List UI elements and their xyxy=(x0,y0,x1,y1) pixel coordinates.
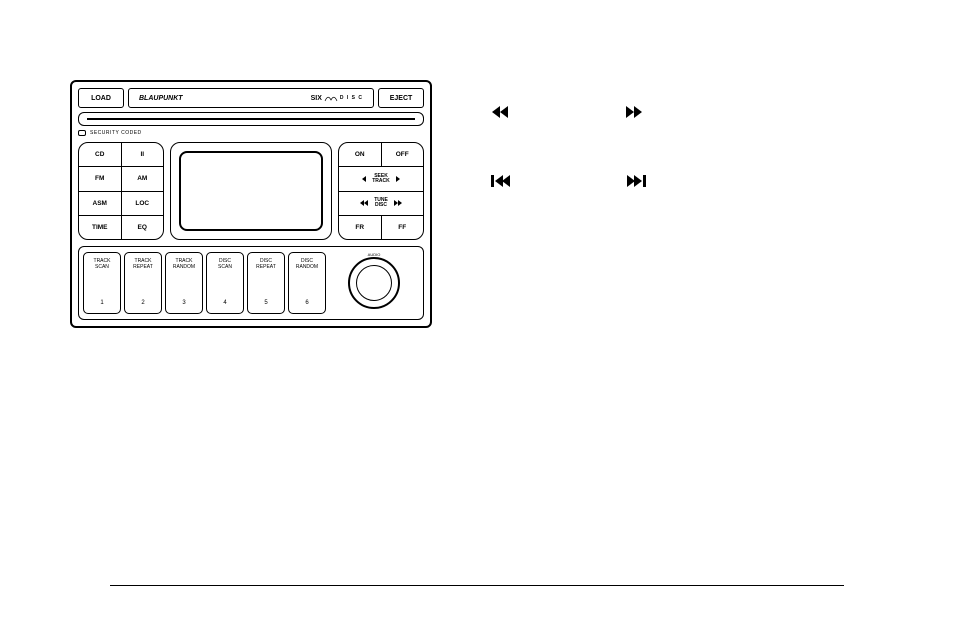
tune-disc-label: TUNEDISC xyxy=(374,198,388,208)
eq-button[interactable]: EQ xyxy=(121,216,164,239)
on-button[interactable]: ON xyxy=(339,143,381,166)
left-button-group: CD II FM AM ASM LOC TIME EQ xyxy=(78,142,164,240)
volume-area: AUDIO xyxy=(329,251,419,315)
eject-button[interactable]: EJECT xyxy=(378,88,424,108)
ff-button[interactable]: FF xyxy=(381,216,424,239)
am-button[interactable]: AM xyxy=(121,167,164,190)
brand-bar: BLAUPUNKT SIX D I S C xyxy=(128,88,374,108)
fr-ff-row[interactable]: FR FF xyxy=(339,216,423,239)
load-button[interactable]: LOAD xyxy=(78,88,124,108)
tune-disc-row[interactable]: TUNEDISC xyxy=(339,192,423,216)
display-frame xyxy=(170,142,332,240)
rewind-icon xyxy=(490,104,512,125)
asm-loc-row[interactable]: ASM LOC xyxy=(79,192,163,216)
seek-track-row[interactable]: SEEKTRACK xyxy=(339,167,423,191)
playback-icons xyxy=(490,104,690,242)
asm-button[interactable]: ASM xyxy=(79,192,121,215)
fm-button[interactable]: FM xyxy=(79,167,121,190)
next-track-icon xyxy=(624,173,648,194)
preset-6[interactable]: DISCRANDOM 6 xyxy=(288,252,326,314)
cd-pause-row[interactable]: CD II xyxy=(79,143,163,167)
six-disc-label: SIX D I S C xyxy=(311,93,363,103)
right-button-group: ON OFF SEEKTRACK TUNEDISC xyxy=(338,142,424,240)
fast-forward-icon xyxy=(622,104,644,125)
on-off-row[interactable]: ON OFF xyxy=(339,143,423,167)
top-row: LOAD BLAUPUNKT SIX D I S C EJECT xyxy=(78,88,424,108)
seek-track-label: SEEKTRACK xyxy=(372,174,390,184)
preset-row: TRACKSCAN 1 TRACKREPEAT 2 TRACKRANDOM 3 … xyxy=(78,246,424,320)
security-label: SECURITY CODED xyxy=(90,130,142,136)
loc-button[interactable]: LOC xyxy=(121,192,164,215)
fr-button[interactable]: FR xyxy=(339,216,381,239)
preset-4[interactable]: DISCSCAN 4 xyxy=(206,252,244,314)
pause-button[interactable]: II xyxy=(121,143,164,166)
preset-5[interactable]: DISCREPEAT 5 xyxy=(247,252,285,314)
security-led xyxy=(78,130,86,136)
security-row: SECURITY CODED xyxy=(78,128,424,138)
cd-button[interactable]: CD xyxy=(79,143,121,166)
seek-right-icon xyxy=(396,176,400,182)
car-radio-diagram: LOAD BLAUPUNKT SIX D I S C EJECT SECURIT… xyxy=(70,80,432,328)
display-screen xyxy=(179,151,323,231)
preset-2[interactable]: TRACKREPEAT 2 xyxy=(124,252,162,314)
fm-am-row[interactable]: FM AM xyxy=(79,167,163,191)
seek-left-icon xyxy=(362,176,366,182)
preset-3[interactable]: TRACKRANDOM 3 xyxy=(165,252,203,314)
prev-track-icon xyxy=(490,173,514,194)
preset-1[interactable]: TRACKSCAN 1 xyxy=(83,252,121,314)
volume-knob[interactable] xyxy=(348,257,400,309)
time-eq-row[interactable]: TIME EQ xyxy=(79,216,163,239)
footer-divider xyxy=(110,585,844,587)
off-button[interactable]: OFF xyxy=(381,143,424,166)
brand-label: BLAUPUNKT xyxy=(139,95,183,102)
mid-section: CD II FM AM ASM LOC TIME EQ ON OFF xyxy=(78,142,424,240)
cd-slot[interactable] xyxy=(78,112,424,126)
time-button[interactable]: TIME xyxy=(79,216,121,239)
